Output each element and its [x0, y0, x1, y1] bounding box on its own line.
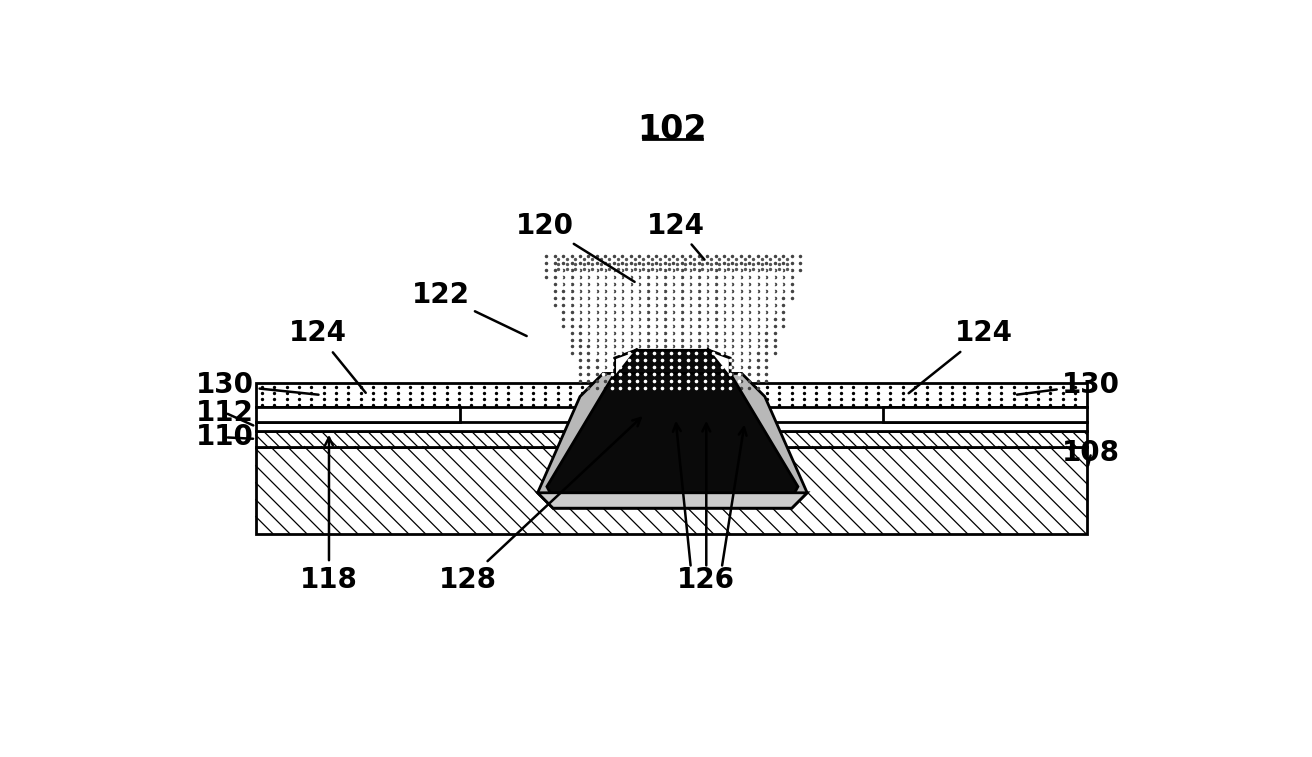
Polygon shape	[614, 350, 638, 373]
Polygon shape	[538, 493, 807, 508]
Polygon shape	[538, 373, 807, 508]
Polygon shape	[547, 373, 798, 498]
Text: 124: 124	[289, 319, 366, 393]
Text: 110: 110	[195, 423, 255, 451]
Bar	[883, 407, 1088, 422]
Text: 128: 128	[438, 418, 640, 593]
Bar	[256, 422, 1088, 431]
Polygon shape	[707, 350, 731, 373]
Text: 112: 112	[195, 399, 255, 427]
Polygon shape	[614, 350, 731, 373]
Bar	[256, 431, 1088, 447]
Bar	[256, 384, 1088, 407]
Text: 120: 120	[516, 212, 635, 282]
Text: 124: 124	[909, 319, 1013, 393]
Text: 124: 124	[647, 212, 705, 260]
Text: 118: 118	[300, 438, 358, 593]
Text: 130: 130	[195, 371, 319, 399]
Text: 122: 122	[412, 281, 526, 336]
Text: 108: 108	[1063, 439, 1120, 467]
Bar	[256, 447, 1088, 534]
Text: 130: 130	[1017, 371, 1120, 399]
Text: 102: 102	[638, 113, 707, 146]
Polygon shape	[613, 349, 638, 379]
Polygon shape	[707, 349, 732, 379]
Bar	[256, 407, 461, 422]
Text: 126: 126	[677, 565, 735, 593]
